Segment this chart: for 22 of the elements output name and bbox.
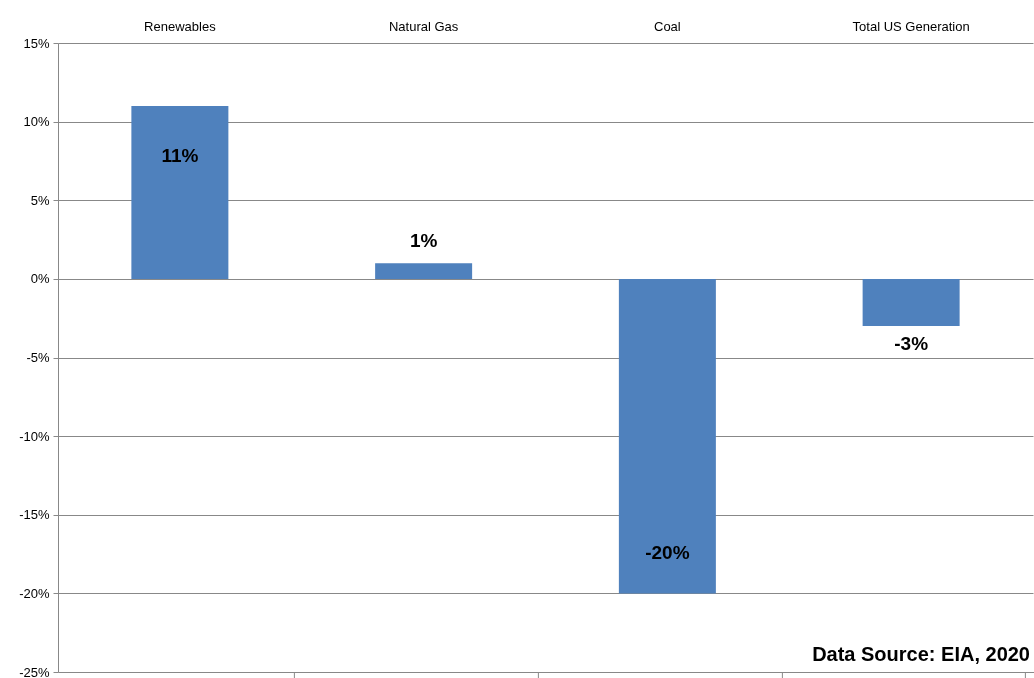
data-label: 1%: [409, 230, 438, 252]
y-tick-label: -15%: [19, 507, 50, 523]
y-tick-label: -10%: [19, 428, 50, 444]
y-tick-label: 5%: [30, 192, 50, 208]
data-label: -20%: [645, 542, 690, 564]
x-tick-label: Total US Generation: [852, 18, 970, 34]
annotation: Data Source: EIA, 2020: [812, 643, 1030, 666]
bar: [375, 263, 473, 279]
x-tick-label: Renewables: [144, 18, 217, 34]
data-label: -3%: [894, 333, 929, 355]
bar: [131, 105, 229, 279]
y-tick-label: -5%: [26, 350, 50, 365]
y-tick-label: -20%: [19, 585, 50, 601]
y-tick-label: 15%: [23, 35, 50, 51]
data-label: 11%: [161, 144, 199, 166]
y-tick-label: 10%: [23, 114, 50, 130]
y-tick-label: -25%: [19, 664, 50, 678]
y-tick-label: 0%: [30, 271, 50, 287]
bar: [862, 278, 960, 327]
x-tick-label: Coal: [654, 18, 681, 34]
bar: [618, 278, 716, 594]
x-tick-label: Natural Gas: [388, 18, 459, 34]
